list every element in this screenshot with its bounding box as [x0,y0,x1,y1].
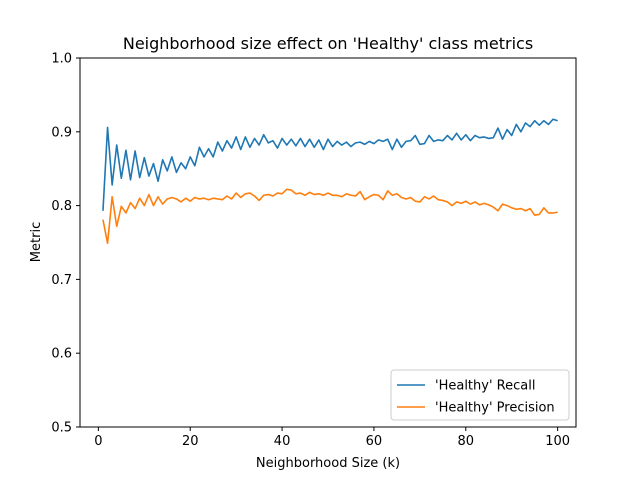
legend-label: 'Healthy' Recall [435,379,535,394]
x-tick-label: 0 [94,434,102,449]
x-tick-label: 20 [182,434,199,449]
x-tick-label: 40 [274,434,291,449]
y-axis-label: Metric [29,222,44,262]
chart-title: Neighborhood size effect on 'Healthy' cl… [123,34,533,53]
legend-label: 'Healthy' Precision [435,401,555,416]
y-tick-label: 1.0 [51,52,72,67]
y-tick-label: 0.8 [51,199,72,214]
x-tick-label: 100 [545,434,570,449]
x-axis-label: Neighborhood Size (k) [256,456,400,471]
x-tick-label: 80 [458,434,475,449]
y-tick-label: 0.6 [51,347,72,362]
legend: 'Healthy' Recall 'Healthy' Precision [391,370,569,420]
y-tick-label: 0.7 [51,273,72,288]
y-tick-label: 0.5 [51,421,72,436]
x-tick-label: 60 [366,434,383,449]
y-tick-label: 0.9 [51,125,72,140]
